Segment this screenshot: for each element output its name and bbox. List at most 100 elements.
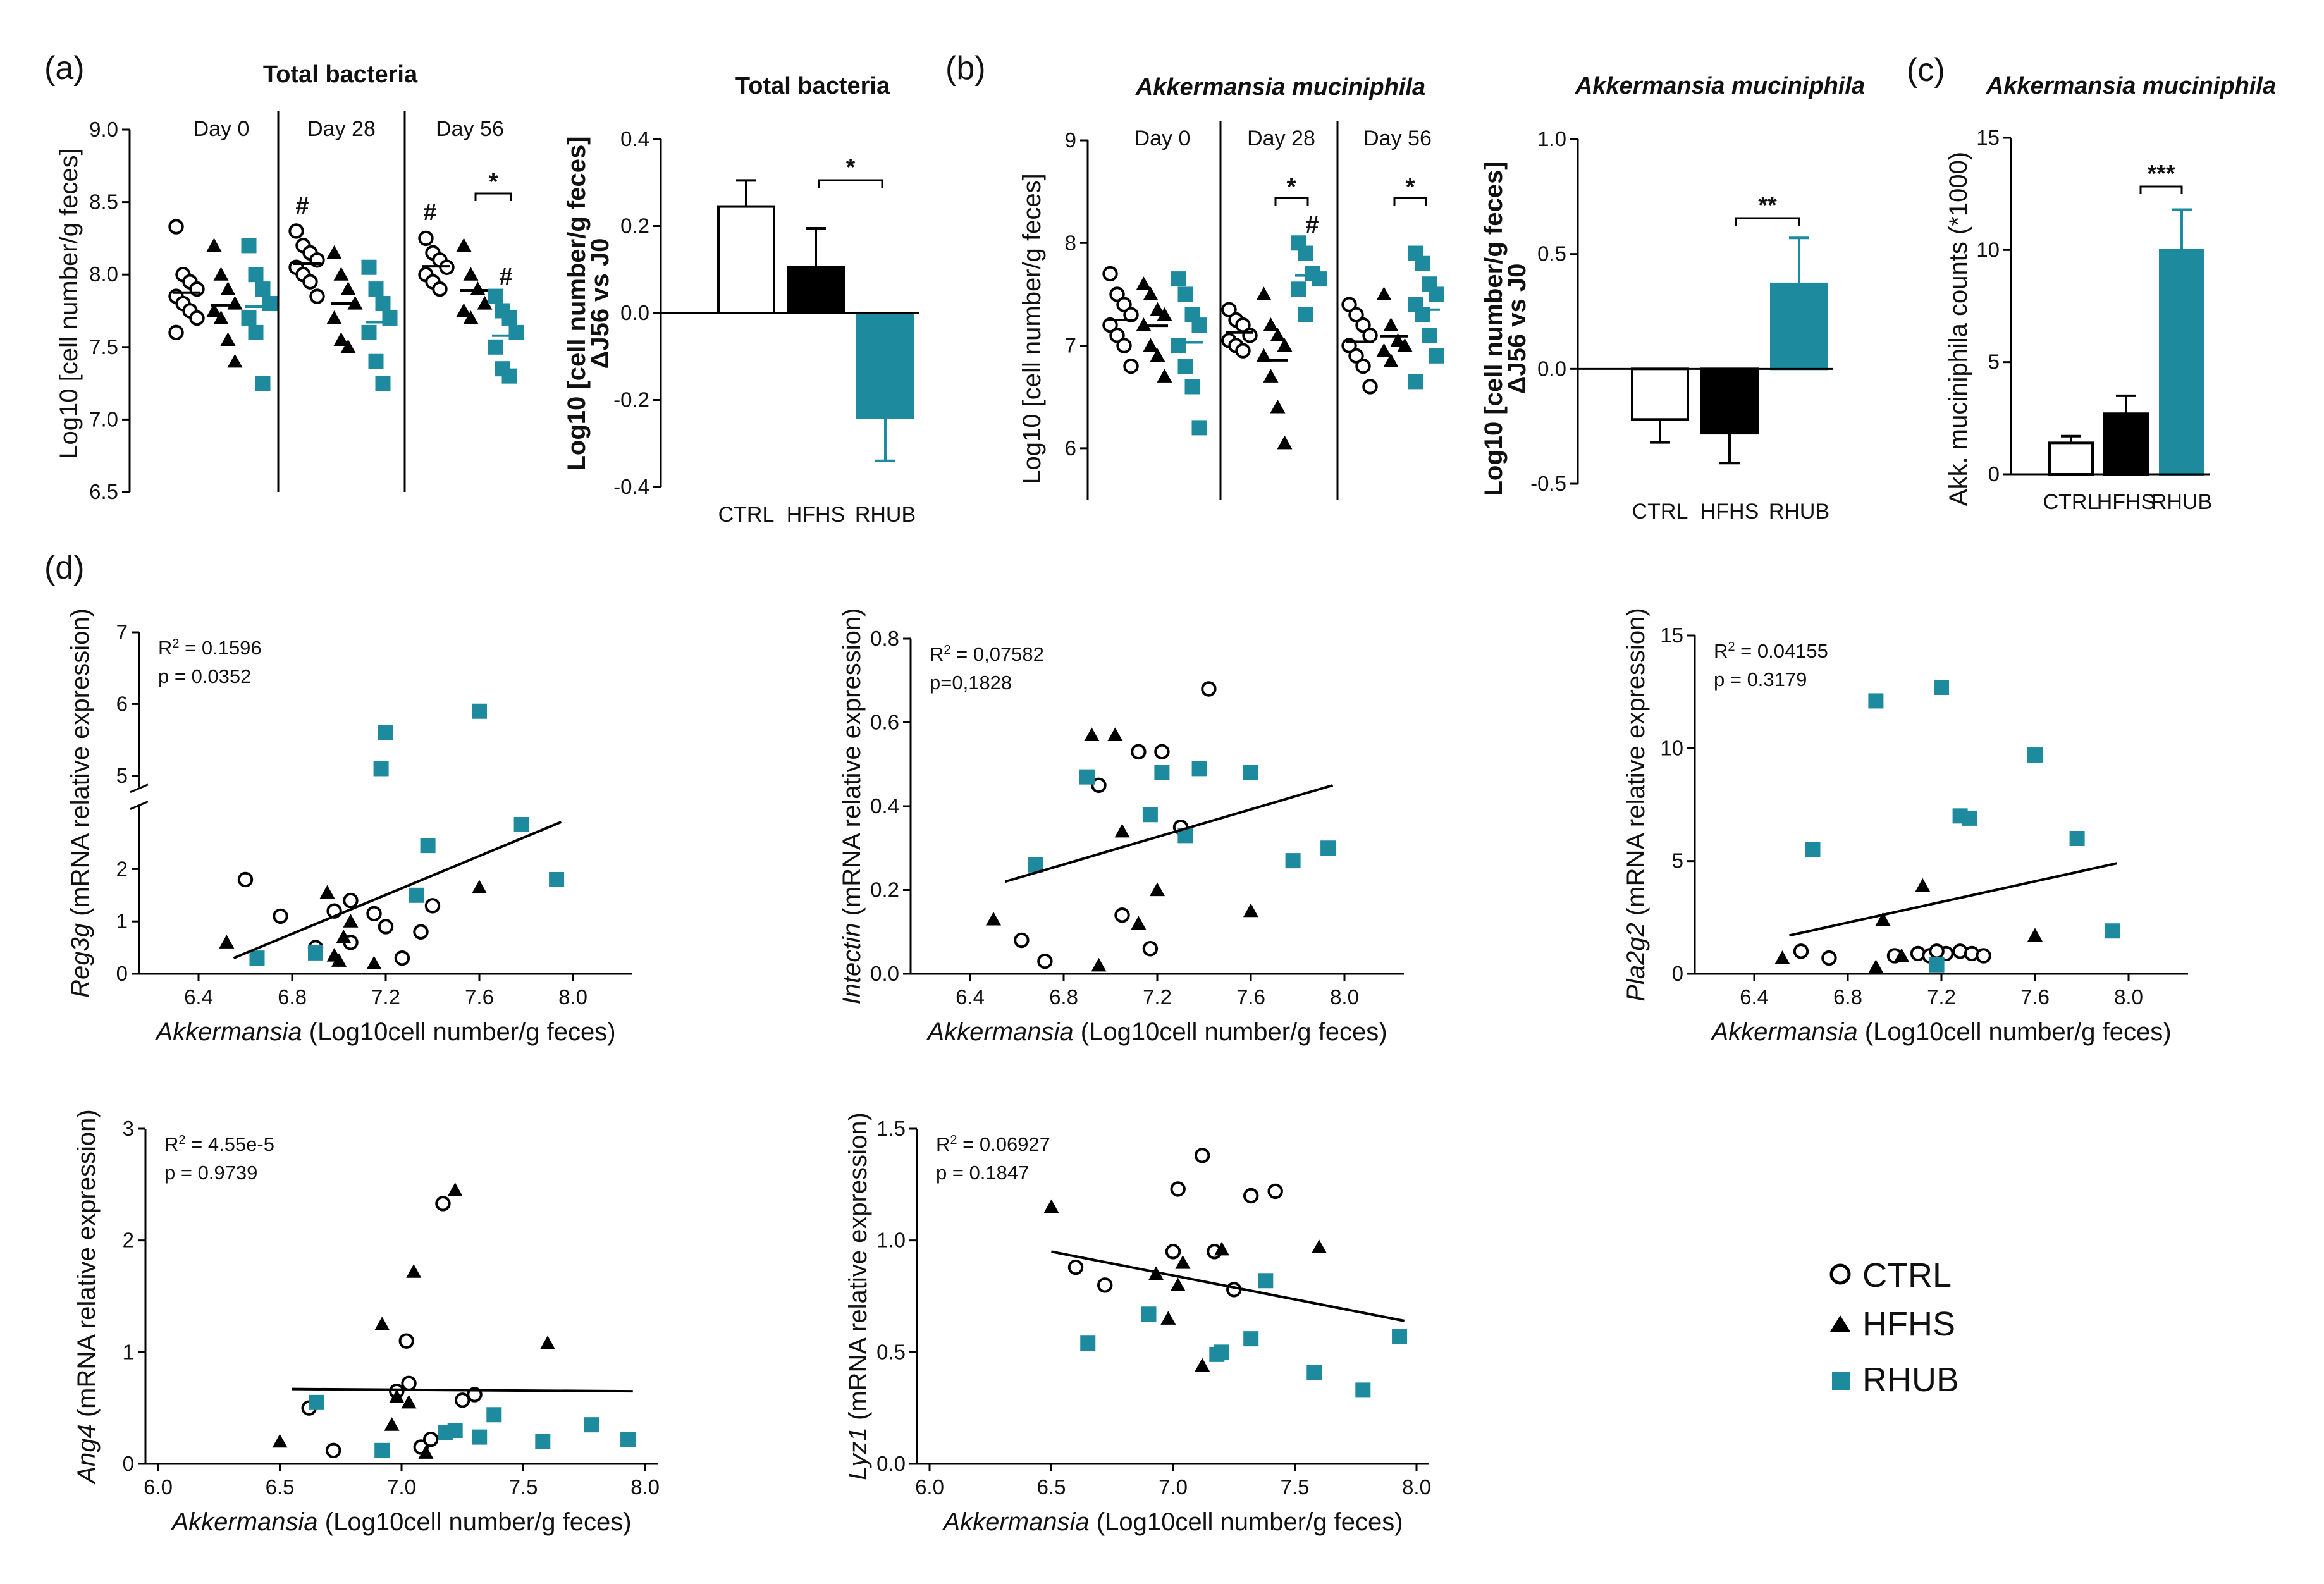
legend-rhub-label: RHUB bbox=[1862, 1361, 1959, 1399]
a-scatter-point-hfhs bbox=[227, 296, 243, 310]
b-bar-ytick-label: 1.0 bbox=[1537, 127, 1566, 150]
d-ang4-point-ctrl bbox=[326, 1442, 341, 1459]
b-scatter-point-hfhs bbox=[1136, 276, 1152, 290]
d-pla2g2-point-hfhs bbox=[1774, 950, 1790, 964]
d-ang4-point-rhub bbox=[374, 1442, 390, 1458]
b-scatter-point-ctrl bbox=[1116, 297, 1132, 312]
a-bar-title: Total bacteria bbox=[735, 73, 890, 99]
a-scatter-point-ctrl bbox=[189, 310, 205, 326]
b-scatter-point-ctrl bbox=[1362, 379, 1378, 395]
d-pla2g2-point-hfhs bbox=[2027, 928, 2043, 942]
d-lyz1-point-ctrl bbox=[1267, 1183, 1283, 1200]
b-scatter-point-ctrl bbox=[1123, 307, 1139, 323]
d-pla2g2-point-rhub bbox=[1962, 810, 1977, 826]
a-scatter-ytick-label: 8.0 bbox=[89, 262, 118, 286]
a-bar-ylabel2: ΔJ56 vs J0 bbox=[586, 238, 614, 369]
a-scatter-point-hfhs bbox=[213, 267, 229, 281]
d-lyz1-ytick-label: 1.0 bbox=[876, 1229, 906, 1252]
d-reg3g-point-hfhs bbox=[219, 935, 235, 949]
d-intectin-point-ctrl bbox=[1014, 932, 1030, 949]
b-scatter-point-ctrl bbox=[1362, 328, 1378, 343]
b-scatter-point-rhub bbox=[1408, 374, 1423, 390]
d-reg3g-point-hfhs bbox=[343, 914, 359, 928]
c-bar-category-label: RHUB bbox=[2151, 490, 2212, 514]
b-scatter-point-ctrl bbox=[1221, 302, 1237, 317]
d-ang4-point-hfhs bbox=[272, 1434, 288, 1448]
a-bar-ytick-label: 0.4 bbox=[620, 127, 649, 150]
b-scatter-point-hfhs bbox=[1383, 317, 1399, 331]
d-lyz1-point-hfhs bbox=[1160, 1311, 1176, 1325]
panel-label-d: (d) bbox=[44, 549, 85, 586]
d-intectin-point-ctrl bbox=[1114, 907, 1130, 923]
d-ang4-xtick-label: 6.0 bbox=[144, 1475, 173, 1499]
a-scatter-point-hfhs bbox=[333, 267, 349, 281]
b-scatter-point-hfhs bbox=[1277, 338, 1293, 352]
a-scatter-point-rhub bbox=[368, 281, 384, 297]
c-bar-title: Akkermansia muciniphila bbox=[1986, 73, 2276, 99]
d-reg3g-ytick-label: 6 bbox=[116, 692, 128, 715]
d-reg3g-point-hfhs bbox=[336, 930, 352, 943]
d-pla2g2-point-rhub bbox=[1929, 957, 1945, 973]
b-scatter-point-ctrl bbox=[1341, 297, 1357, 312]
d-intectin-point-hfhs bbox=[1114, 823, 1130, 838]
d-intectin-fit-line bbox=[1004, 783, 1334, 883]
d-pla2g2-point-rhub bbox=[1934, 680, 1949, 696]
d-pla2g2-xlabel: Akkermansia (Log10cell number/g feces) bbox=[1710, 1018, 2171, 1046]
d-pla2g2-p-text: p = 0.3179 bbox=[1714, 668, 1807, 691]
b-scatter-title: Akkermansia muciniphila bbox=[1135, 74, 1425, 101]
b-scatter-point-hfhs bbox=[1376, 286, 1392, 301]
a-scatter-ylabel: Log10 [cell number/g feces] bbox=[55, 148, 83, 458]
c-bar-ylabel: Akk. muciniphila counts (*1000) bbox=[1945, 152, 1972, 506]
d-ang4-xtick-label: 7.5 bbox=[509, 1475, 538, 1499]
d-pla2g2-point-rhub bbox=[1868, 693, 1884, 709]
b-scatter-point-hfhs bbox=[1270, 328, 1286, 341]
d-intectin-point-hfhs bbox=[986, 911, 1001, 926]
b-scatter-ylabel: Log10 [cell number/g feces] bbox=[1018, 173, 1046, 484]
d-pla2g2-ytick-label: 5 bbox=[1672, 849, 1683, 873]
a-scatter-point-hfhs bbox=[206, 238, 222, 252]
a-scatter-point-hfhs bbox=[340, 339, 356, 353]
b-bar-ylabel2: ΔJ56 vs J0 bbox=[1503, 264, 1531, 395]
d-lyz1-point-hfhs bbox=[1175, 1255, 1191, 1269]
d-intectin-point-hfhs bbox=[1084, 727, 1100, 741]
a-scatter-sig-bracket bbox=[474, 192, 512, 201]
a-bar-ytick-label: 0.2 bbox=[620, 214, 649, 238]
d-ang4-point-ctrl bbox=[398, 1333, 414, 1349]
b-scatter-point-hfhs bbox=[1150, 302, 1165, 316]
a-scatter-point-ctrl bbox=[309, 288, 325, 304]
d-ang4-ytick-label: 2 bbox=[123, 1229, 134, 1252]
a-scatter-point-rhub bbox=[375, 376, 391, 391]
d-pla2g2-point-rhub bbox=[2069, 831, 2085, 846]
d-reg3g-axis-break bbox=[130, 801, 149, 810]
b-scatter-point-hfhs bbox=[1277, 435, 1293, 450]
a-scatter-point-hfhs bbox=[477, 296, 493, 310]
a-scatter-point-rhub bbox=[361, 259, 377, 275]
a-bar-ytick-label: -0.2 bbox=[613, 388, 649, 412]
d-intectin-point-ctrl bbox=[1091, 777, 1107, 794]
b-scatter-point-rhub bbox=[1177, 286, 1193, 302]
d-reg3g-ylabel: Reg3g (mRNA relative expression) bbox=[66, 608, 94, 998]
d-reg3g-point-ctrl bbox=[394, 950, 410, 966]
b-scatter-point-rhub bbox=[1415, 255, 1430, 271]
a-scatter-point-rhub bbox=[248, 324, 264, 340]
a-bar-category-label: RHUB bbox=[855, 503, 916, 527]
d-reg3g-point-rhub bbox=[249, 950, 265, 966]
b-scatter-point-ctrl bbox=[1109, 286, 1125, 302]
d-reg3g-point-hfhs bbox=[319, 885, 335, 899]
b-scatter-point-hfhs bbox=[1143, 286, 1159, 301]
d-intectin-point-hfhs bbox=[1107, 727, 1123, 741]
b-scatter-point-hfhs bbox=[1157, 369, 1172, 383]
d-intectin-ytick-label: 0.8 bbox=[870, 627, 899, 650]
d-reg3g-ytick-label: 2 bbox=[116, 857, 128, 880]
a-scatter-point-rhub bbox=[262, 296, 278, 312]
d-reg3g-point-ctrl bbox=[366, 906, 382, 921]
d-reg3g-ytick-label: 5 bbox=[116, 764, 128, 787]
d-lyz1-point-ctrl bbox=[1097, 1277, 1113, 1293]
legend-ctrl-marker bbox=[1829, 1263, 1851, 1285]
b-scatter-point-hfhs bbox=[1383, 353, 1399, 367]
d-ang4-point-rhub bbox=[447, 1423, 463, 1438]
b-bar-category-label: RHUB bbox=[1769, 500, 1829, 524]
d-lyz1-ytick-label: 1.5 bbox=[876, 1117, 906, 1140]
d-reg3g-point-rhub bbox=[308, 945, 323, 961]
panel-label-b: (b) bbox=[945, 50, 986, 87]
